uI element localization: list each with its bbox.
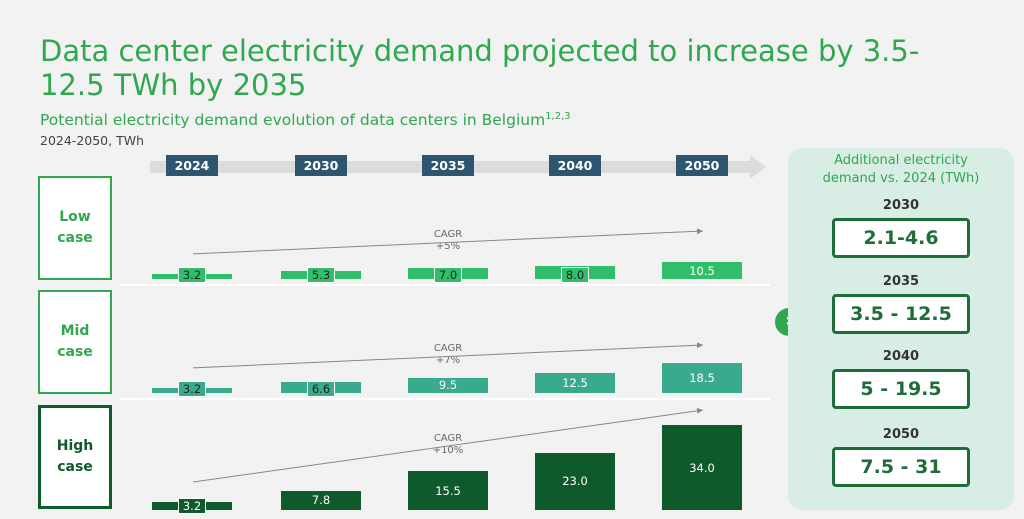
panel-heading-line2: demand vs. 2024 (TWh) (822, 171, 980, 186)
bar-low-2035: 7.0 (408, 266, 488, 283)
bar-low-2050: 10.5 (662, 262, 742, 279)
row-separator (120, 284, 770, 286)
bar-value-label: 3.2 (178, 498, 206, 514)
cagr-value: +7% (435, 355, 461, 367)
case-label-line2: case (57, 459, 93, 475)
case-label-mid: Mid case (38, 290, 112, 394)
panel-year-2035: 2035 (882, 274, 920, 289)
bar-value-label: 8.0 (561, 266, 589, 283)
case-label-line1: Mid (60, 323, 90, 339)
panel-value-2035: 3.5 - 12.5 (832, 294, 970, 334)
trend-arrow-mid (192, 342, 704, 369)
bar-value-label: 12.5 (562, 376, 588, 390)
bar-low-2024: 3.2 (152, 266, 232, 283)
bar-value-label: 6.6 (307, 380, 335, 397)
bar-value-label: 18.5 (689, 371, 715, 386)
bar-high-2030: 7.8 (281, 490, 361, 510)
bar-value-label: 7.0 (434, 266, 462, 283)
cagr-title: CAGR (433, 343, 463, 355)
panel-value-2030: 2.1-4.6 (832, 218, 970, 258)
bar-mid-2040: 12.5 (535, 373, 615, 393)
year-tab-2040: 2040 (549, 155, 601, 176)
subtitle-text: Potential electricity demand evolution o… (40, 111, 546, 130)
case-label-high: High case (38, 405, 112, 509)
bar-high-2040: 23.0 (535, 452, 615, 510)
bar-value-label: 15.5 (435, 483, 461, 498)
additional-demand-panel: Additional electricity demand vs. 2024 (… (788, 148, 1014, 510)
panel-value-2050: 7.5 - 31 (832, 447, 970, 487)
bar-high-2050: 34.0 (662, 425, 742, 510)
cagr-value: +5% (435, 241, 461, 253)
bar-low-2030: 5.3 (281, 266, 361, 283)
panel-value-2040: 5 - 19.5 (832, 369, 970, 409)
bar-value-label: 34.0 (689, 460, 715, 475)
bar-value-label: 10.5 (689, 263, 715, 278)
cagr-title: CAGR (433, 229, 463, 241)
bar-mid-2035: 9.5 (408, 377, 488, 393)
row-separator (120, 398, 770, 400)
case-label-low: Low case (38, 176, 112, 280)
bar-value-label: 3.2 (178, 380, 206, 397)
case-label-line1: High (56, 438, 94, 454)
bar-value-label: 9.5 (438, 378, 458, 393)
year-tab-2035: 2035 (422, 155, 474, 176)
cagr-label-mid: CAGR +7% (418, 343, 478, 368)
timeline-arrowhead (750, 155, 766, 179)
panel-year-2030: 2030 (882, 198, 920, 213)
cagr-label-high: CAGR +10% (418, 433, 478, 457)
trend-arrow-high (192, 407, 704, 483)
bar-value-label: 23.0 (562, 474, 588, 489)
bar-value-label: 3.2 (178, 266, 206, 283)
footnote-refs: 1,2,3 (545, 111, 571, 122)
bar-mid-2050: 18.5 (662, 363, 742, 393)
case-label-line2: case (57, 230, 93, 246)
case-label-line1: Low (59, 209, 91, 225)
bar-high-2035: 15.5 (408, 471, 488, 510)
panel-year-2040: 2040 (882, 349, 920, 364)
bar-low-2040: 8.0 (535, 266, 615, 283)
bar-high-2024: 3.2 (152, 498, 232, 514)
case-label-line2: case (57, 344, 93, 360)
panel-year-2050: 2050 (882, 427, 920, 442)
bar-mid-2030: 6.6 (281, 380, 361, 397)
panel-heading-line1: Additional electricity (834, 153, 968, 168)
trend-arrow-low (192, 228, 704, 255)
year-tab-2030: 2030 (295, 155, 347, 176)
cagr-value: +10% (432, 445, 464, 456)
chart-unit: 2024-2050, TWh (40, 133, 144, 148)
year-tab-2050: 2050 (676, 155, 728, 176)
year-tab-2024: 2024 (166, 155, 218, 176)
bar-value-label: 7.8 (311, 493, 331, 508)
bar-value-label: 5.3 (307, 266, 335, 283)
bar-mid-2024: 3.2 (152, 380, 232, 397)
chart-subtitle: Potential electricity demand evolution o… (40, 111, 571, 129)
cagr-title: CAGR (433, 433, 463, 444)
page-title: Data center electricity demand projected… (40, 34, 920, 102)
panel-heading: Additional electricity demand vs. 2024 (… (788, 152, 1014, 188)
